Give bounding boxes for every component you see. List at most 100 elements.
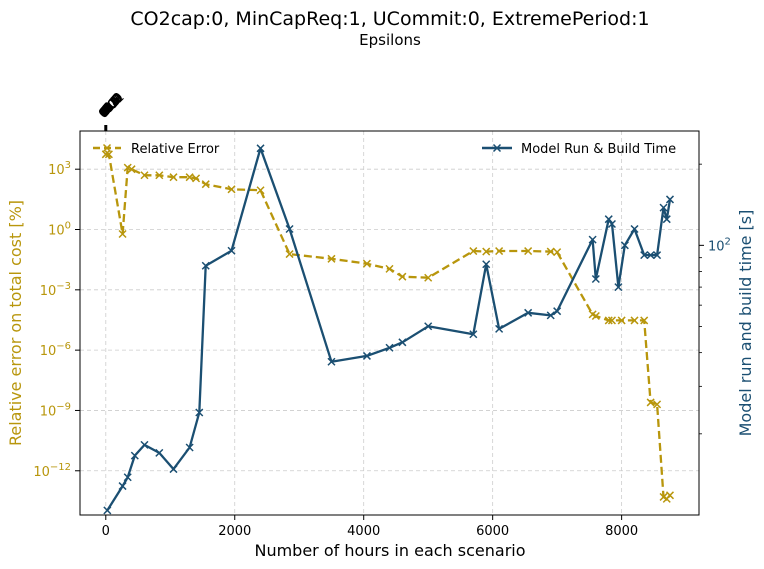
legend-model-time-label: Model Run & Build Time [521,142,676,157]
y-left-tick-label: 100 [48,221,71,239]
series-model-time-point [659,203,668,212]
series-model-time-point [604,215,613,224]
series-relative-error-point [617,316,626,325]
series-relative-error-point [469,247,478,256]
x-tick-label: 6000 [476,524,509,539]
x-tick-label: 0 [102,524,110,539]
series-relative-error-point [362,259,371,268]
legend-relative-error: Relative Error [93,142,220,157]
series-relative-error-point [169,173,178,182]
series-relative-error-point [553,248,562,257]
series-model-time-point [591,274,600,284]
series-model-time-point [653,251,662,260]
series-relative-error-point [665,491,675,500]
series-model-time-point [123,473,132,482]
chart-subtitle: Epsilons [359,31,421,49]
series-model-time-point [201,261,210,270]
series-model-time-point [155,448,164,457]
series-relative-error-point [607,316,616,325]
series-relative-error-point [192,174,201,183]
series-model-time-point [553,307,562,316]
legend-relative-error-marker [102,143,112,153]
series-model-time-point [665,195,675,204]
series-model-time-point [646,251,655,260]
x-axis: 0 2000 4000 6000 8000 [102,515,638,539]
legend-model-time-marker [492,143,502,153]
series-relative-error-point [546,247,555,256]
series-model-time-point [398,338,407,347]
series-relative-error-point [285,250,294,259]
series-model-time-point [385,343,394,352]
series-model-time-point [546,311,555,320]
series-relative-error-point [646,398,655,407]
series-model-time-point [103,506,112,515]
series-relative-error-point [104,150,113,159]
series-relative-error-point [185,173,194,182]
y-axis-left: 103 100 10−3 10−6 10−9 10−12 [33,160,80,480]
x-axis-label: Number of hours in each scenario [254,541,525,560]
legend-relative-error-label: Relative Error [131,142,220,157]
series-relative-error-point [256,186,265,195]
series-relative-error-point [127,165,136,174]
series-model-time-point [195,408,204,417]
series-relative-error-point [398,272,407,281]
series-model-time-point [227,246,236,255]
series-relative-error-point [201,180,210,189]
grid-layer [80,131,699,515]
series-relative-error-point [482,247,491,256]
series-relative-error-point [385,264,394,273]
series-model-time-point [285,224,294,233]
x-tick-label: 8000 [605,524,638,539]
series-model-time-point [607,219,616,229]
series-relative-error-point [227,185,236,194]
series-relative-error-point [140,171,149,180]
series-relative-error-point [495,247,504,256]
series-model-time-point [362,351,371,360]
series-model-time-point [524,308,533,317]
series-relative-error-point [604,316,613,325]
y-left-tick-label: 10−9 [40,401,71,419]
series-relative-error-point [118,229,127,239]
series-model-time-point [662,215,671,224]
series-model-time-point [327,357,336,366]
y-left-tick-label: 10−3 [40,281,71,299]
series-model-time-point [185,443,194,452]
series-model-time-point [620,241,629,250]
y-left-tick-label: 10−12 [33,462,71,480]
legend-model-time: Model Run & Build Time [482,142,676,157]
series-relative-error-point [653,400,662,409]
series-model-time-point [614,283,623,292]
series-relative-error-point [640,316,649,325]
series-model-time-point [169,465,178,474]
x-tick-label: 4000 [347,524,380,539]
series-model-time-point [469,330,478,339]
series-model-time-point [424,322,433,331]
y-left-tick-label: 103 [48,160,71,178]
series-model-time-point [495,324,504,333]
y-axis-right-label: Model run and build time [s] [736,210,755,437]
plot-frame [79,130,700,516]
series-relative-error-point [524,247,533,256]
series-model-time-point [640,251,649,260]
series-relative-error-point [591,311,600,321]
series-model-time-point [140,440,149,449]
series-relative-error-point [630,316,639,325]
series-model-time-point [588,235,597,244]
series-relative-error-point [327,254,336,263]
series-relative-error-point [101,150,110,159]
series-model-time-point [256,144,265,153]
series-model-time-point [630,224,639,233]
series-model-time-point [130,451,139,460]
y-right-tick-label: 102 [708,236,731,254]
series-relative-error-point [424,273,433,282]
series-relative-error-point [155,171,164,180]
y-left-tick-label: 10−6 [40,341,71,359]
series-model-time-point [482,260,491,269]
x-tick-label: 2000 [218,524,251,539]
chart-title: CO2cap:0, MinCapReq:1, UCommit:0, Extrem… [130,8,649,30]
y-axis-left-label: Relative error on total cost [%] [6,200,25,446]
y-axis-right: 102 [699,163,731,435]
